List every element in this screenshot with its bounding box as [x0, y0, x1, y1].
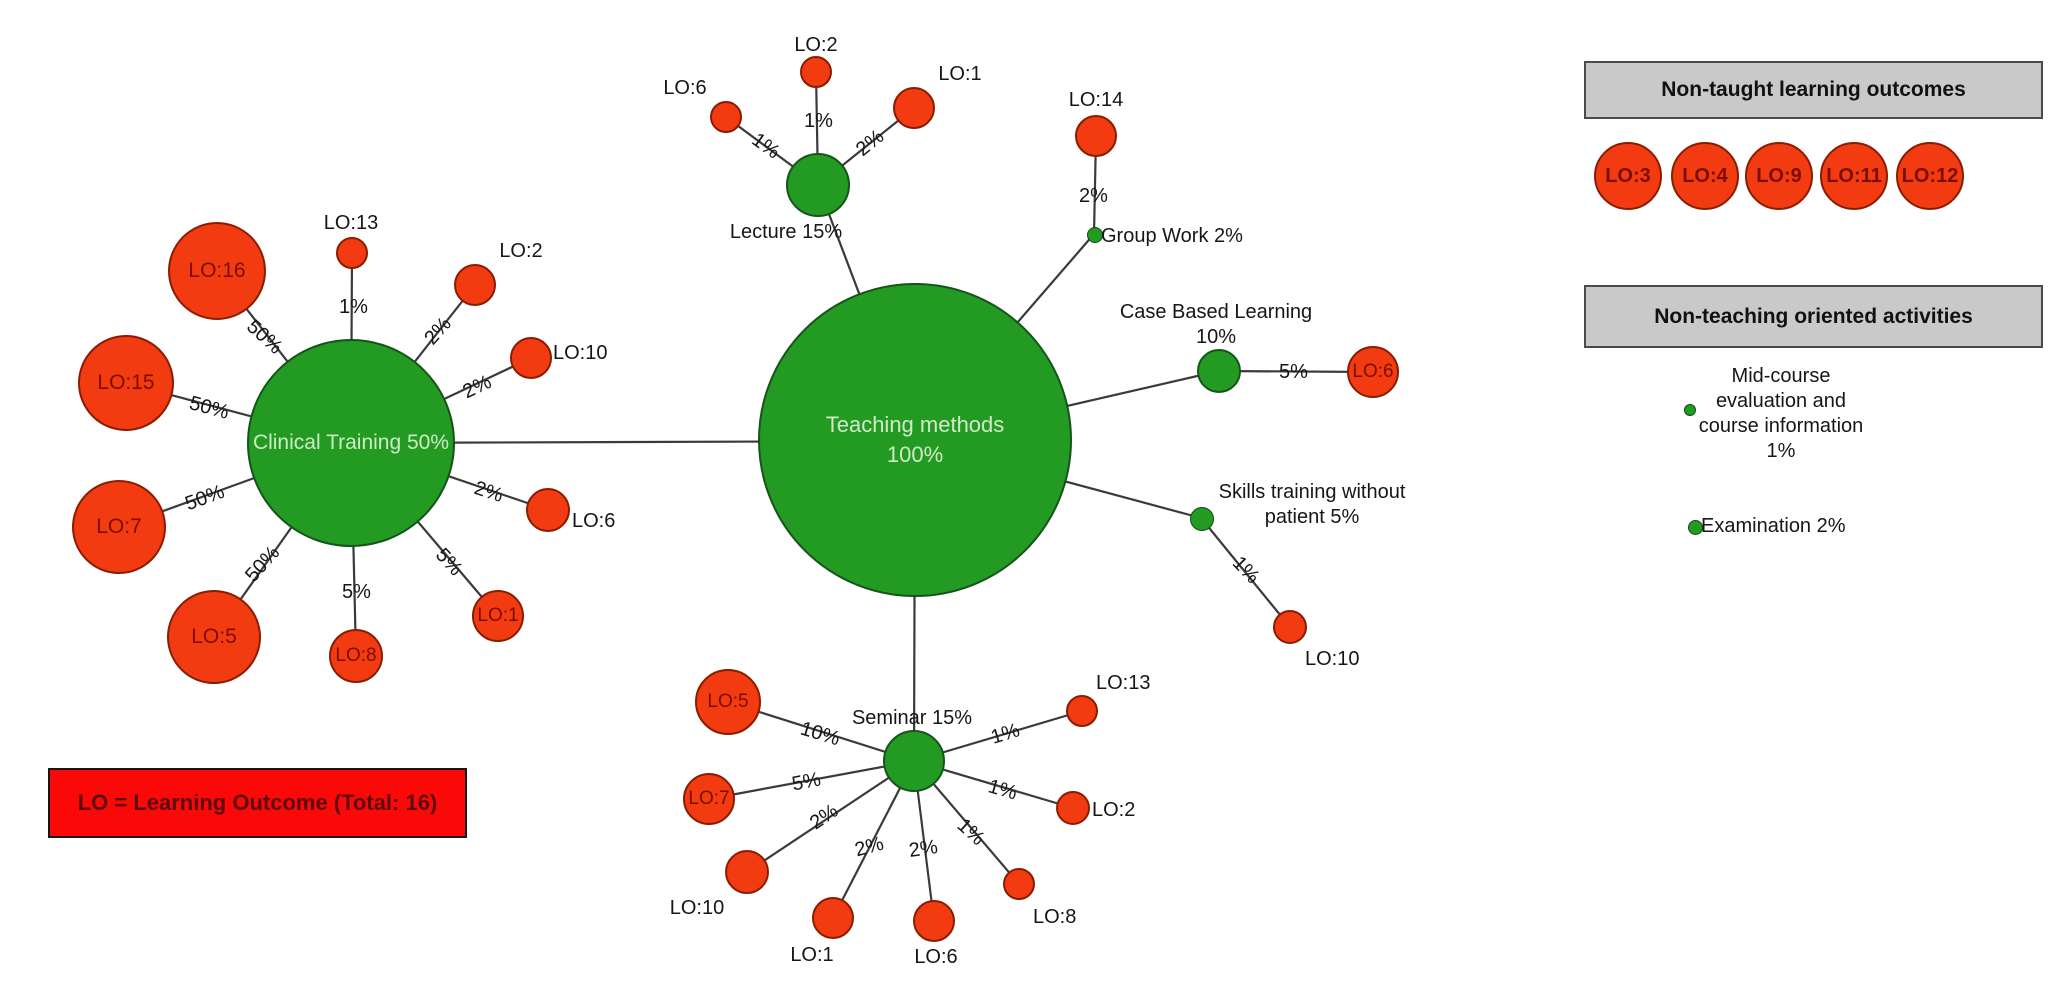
label-clinical-lo6: LO:6 [572, 510, 616, 532]
edge-seminar-lo7 [708, 759, 915, 801]
node-nontaught-lo11: LO:11 [1820, 142, 1888, 210]
non-taught-header: Non-taught learning outcomes [1584, 61, 2043, 119]
node-teaching-methods: Teaching methods 100% [758, 283, 1072, 597]
label-lecture-lo6: LO:6 [663, 77, 707, 99]
label-seminar-lo10: LO:10 [669, 897, 725, 919]
node-seminar-lo8 [1003, 868, 1035, 900]
edge-skills-lo10 [1200, 517, 1291, 628]
node-nontaught-lo12: LO:12 [1896, 142, 1964, 210]
label-skills-lo10: LO:10 [1305, 648, 1360, 670]
node-clinical-training: Clinical Training 50% [247, 339, 455, 547]
non-teaching-header: Non-teaching oriented activities [1584, 285, 2043, 348]
label-groupwork-lo14: LO:14 [1068, 89, 1124, 111]
node-nontaught-lo3: LO:3 [1594, 142, 1662, 210]
label-lecture-lo2: LO:2 [794, 34, 838, 56]
node-clinical-lo10 [510, 337, 552, 379]
node-skills-training [1190, 507, 1214, 531]
non-teaching-title: Non-teaching oriented activities [1654, 304, 1973, 328]
examination-dot [1688, 520, 1703, 535]
non-taught-title: Non-taught learning outcomes [1661, 78, 1966, 101]
label-seminar-lo6: LO:6 [914, 946, 958, 968]
label-lecture-lo1: LO:1 [938, 63, 982, 85]
node-group-work [1087, 227, 1103, 243]
edge-pct-clinical-lo13: 1% [339, 296, 368, 318]
node-clinical-lo5: LO:5 [167, 590, 261, 684]
label-group-work: Group Work 2% [1101, 225, 1243, 247]
edge-pct-seminar-lo6: 2% [907, 836, 940, 862]
label-mid-course: Mid-course evaluation and course informa… [1698, 365, 1864, 462]
node-clinical-lo7: LO:7 [72, 480, 166, 574]
node-clinical-lo8: LO:8 [329, 629, 383, 683]
label-clinical-lo2: LO:2 [499, 240, 543, 262]
node-clinical-lo1: LO:1 [472, 590, 524, 642]
label-seminar-lo1: LO:1 [790, 944, 834, 966]
node-case-based-learning [1197, 349, 1241, 393]
label-clinical-lo13: LO:13 [323, 212, 379, 234]
mid-course-dot [1684, 404, 1696, 416]
edge-pct-casebased-lo6: 5% [1279, 361, 1308, 383]
node-lecture-lo2 [800, 56, 832, 88]
edge-pct-lecture-lo2: 1% [804, 110, 833, 132]
node-nontaught-lo4: LO:4 [1671, 142, 1739, 210]
node-seminar [883, 730, 945, 792]
node-seminar-lo2 [1056, 791, 1090, 825]
node-seminar-lo6 [913, 900, 955, 942]
node-clinical-lo13 [336, 237, 368, 269]
edge-pct-groupwork-lo14: 2% [1079, 185, 1108, 207]
node-groupwork-lo14 [1075, 115, 1117, 157]
label-lecture: Lecture 15% [729, 221, 843, 243]
label-seminar: Seminar 15% [851, 707, 973, 729]
edge-seminar-lo10 [746, 760, 915, 873]
teaching-methods-label: Teaching methods 100% [825, 412, 1005, 467]
label-seminar-lo2: LO:2 [1092, 799, 1136, 821]
label-seminar-lo13: LO:13 [1096, 672, 1151, 694]
legend-text: LO = Learning Outcome (Total: 16) [77, 790, 438, 815]
node-skills-lo10 [1273, 610, 1307, 644]
label-case-based-learning: Case Based Learning 10% [1119, 301, 1313, 348]
node-clinical-lo6 [526, 488, 570, 532]
label-skills-training: Skills training without patient 5% [1218, 481, 1406, 528]
node-lecture-lo1 [893, 87, 935, 129]
node-clinical-lo16: LO:16 [168, 222, 266, 320]
node-seminar-lo10 [725, 850, 769, 894]
node-seminar-lo1 [812, 897, 854, 939]
label-examination: Examination 2% [1701, 515, 1846, 537]
node-casebased-lo6: LO:6 [1347, 346, 1399, 398]
node-lecture [786, 153, 850, 217]
node-seminar-lo7: LO:7 [683, 773, 735, 825]
node-seminar-lo13 [1066, 695, 1098, 727]
node-clinical-lo2 [454, 264, 496, 306]
node-nontaught-lo9: LO:9 [1745, 142, 1813, 210]
label-seminar-lo8: LO:8 [1033, 906, 1077, 928]
clinical-training-label: Clinical Training 50% [252, 430, 450, 454]
node-lecture-lo6 [710, 101, 742, 133]
legend-box: LO = Learning Outcome (Total: 16) [48, 768, 467, 838]
node-clinical-lo15: LO:15 [78, 335, 174, 431]
edge-pct-clinical-lo8: 5% [342, 581, 371, 603]
node-seminar-lo5: LO:5 [695, 669, 761, 735]
label-clinical-lo10: LO:10 [553, 342, 608, 364]
